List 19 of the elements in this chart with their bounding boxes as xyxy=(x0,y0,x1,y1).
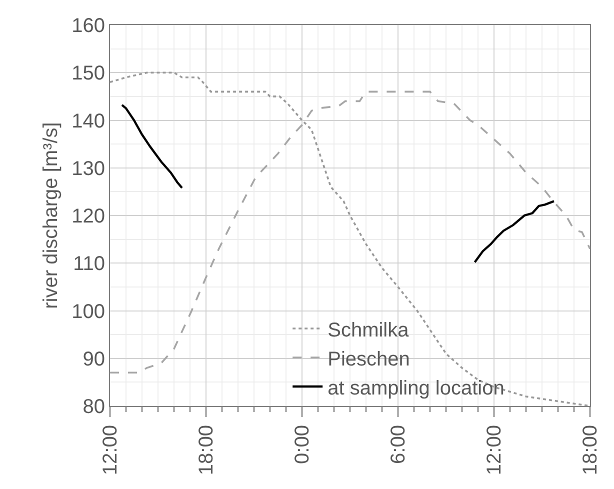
y-tick-label: 110 xyxy=(73,253,105,276)
y-tick-label: 100 xyxy=(72,300,105,323)
y-tick-label: 130 xyxy=(72,158,105,180)
x-tick-label: 6:00 xyxy=(388,425,410,464)
y-tick-label: 160 xyxy=(72,15,105,37)
y-tick-label: 120 xyxy=(72,206,105,228)
y-tick-label: 150 xyxy=(72,62,105,85)
x-tick-label: 12:00 xyxy=(484,425,506,476)
legend-label: at sampling location xyxy=(328,377,504,400)
x-tick-label: 0:00 xyxy=(292,425,314,464)
legend-label: Schmilka xyxy=(328,319,410,342)
x-tick-label: 12:00 xyxy=(100,425,122,476)
x-tick-label: 18:00 xyxy=(196,425,218,476)
y-tick-label: 90 xyxy=(82,348,105,370)
x-tick-label: 18:00 xyxy=(580,425,602,476)
y-axis-title: river discharge [m³/s] xyxy=(40,122,62,309)
y-tick-label: 80 xyxy=(82,396,105,418)
legend-label: Pieschen xyxy=(328,348,410,370)
y-tick-label: 140 xyxy=(72,110,105,132)
